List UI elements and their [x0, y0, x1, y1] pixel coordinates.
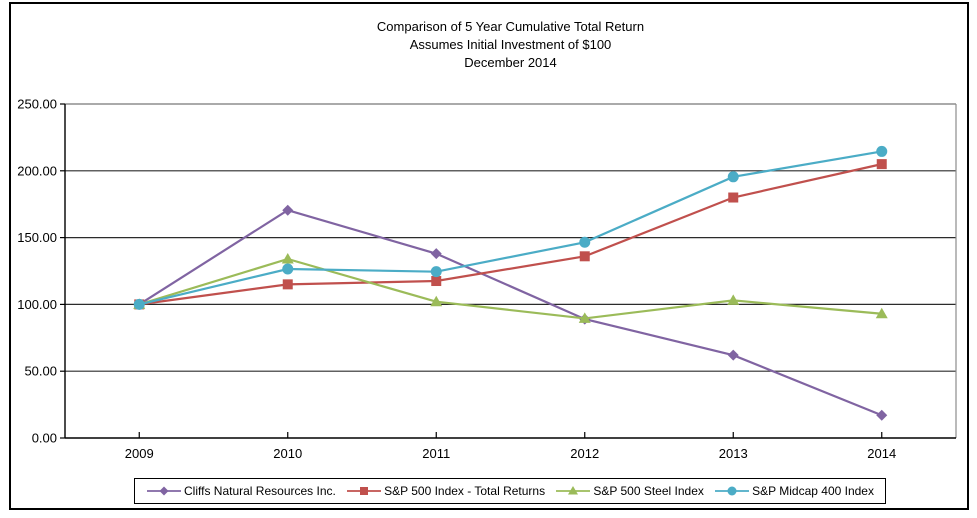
gridlines — [65, 103, 956, 372]
svg-text:0.00: 0.00 — [32, 431, 57, 446]
chart-title-line1: Comparison of 5 Year Cumulative Total Re… — [376, 19, 645, 34]
x-axis — [65, 432, 956, 439]
x-axis-labels: 2009 2010 2011 2012 2013 2014 — [125, 446, 896, 461]
svg-text:150.00: 150.00 — [17, 230, 57, 245]
svg-text:2014: 2014 — [867, 446, 896, 461]
svg-text:2013: 2013 — [719, 446, 748, 461]
svg-text:100.00: 100.00 — [17, 297, 57, 312]
legend-label: S&P 500 Index - Total Returns — [384, 484, 546, 498]
svg-text:50.00: 50.00 — [24, 364, 57, 379]
chart-title-line2: Assumes Initial Investment of $100 — [409, 37, 612, 52]
legend-item-cliffs: Cliffs Natural Resources Inc. — [146, 484, 336, 498]
y-axis — [60, 103, 66, 439]
svg-text:250.00: 250.00 — [17, 97, 57, 112]
chart-title-line3: December 2014 — [464, 55, 557, 70]
svg-text:2012: 2012 — [570, 446, 599, 461]
legend-item-steel: S&P 500 Steel Index — [555, 484, 704, 498]
legend-label: S&P Midcap 400 Index — [752, 484, 874, 498]
legend-label: S&P 500 Steel Index — [593, 484, 704, 498]
y-axis-labels: 250.00 200.00 150.00 100.00 50.00 0.00 — [17, 97, 57, 446]
chart-title-block: Comparison of 5 Year Cumulative Total Re… — [65, 18, 956, 72]
legend-item-midcap: S&P Midcap 400 Index — [714, 484, 874, 498]
svg-text:200.00: 200.00 — [17, 163, 57, 178]
legend-item-sp500: S&P 500 Index - Total Returns — [346, 484, 545, 498]
svg-text:2009: 2009 — [125, 446, 154, 461]
line-square-marker-icon — [346, 485, 382, 497]
line-circle-marker-icon — [714, 485, 750, 497]
series-3 — [133, 145, 888, 310]
chart-legend: Cliffs Natural Resources Inc. S&P 500 In… — [134, 478, 886, 504]
svg-text:2011: 2011 — [422, 446, 450, 461]
legend-label: Cliffs Natural Resources Inc. — [184, 484, 336, 498]
line-triangle-marker-icon — [555, 485, 591, 497]
plot-border — [65, 103, 957, 438]
svg-text:2010: 2010 — [273, 446, 302, 461]
line-diamond-marker-icon — [146, 485, 182, 497]
figure-border — [9, 2, 969, 510]
series-2 — [133, 252, 888, 323]
